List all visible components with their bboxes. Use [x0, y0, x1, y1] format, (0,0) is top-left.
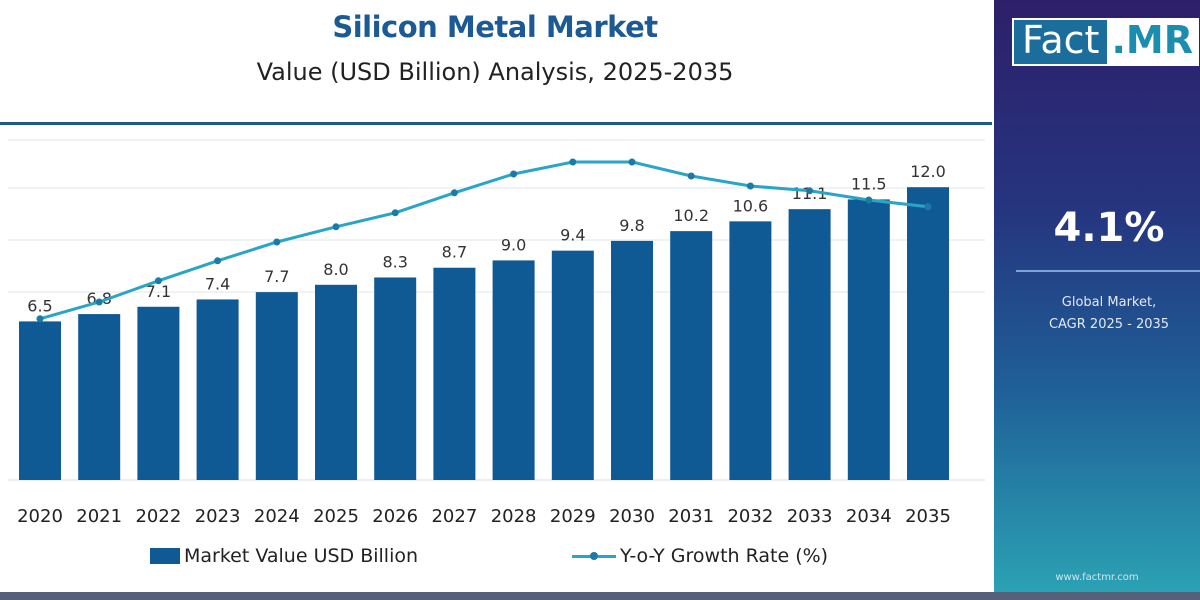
title-divider	[0, 122, 992, 125]
bar-label-2022: 7.1	[146, 282, 171, 301]
cagr-value: 4.1%	[1053, 205, 1165, 251]
bottom-border	[0, 592, 1200, 600]
x-tick-2023: 2023	[195, 506, 241, 527]
bar-label-2030: 9.8	[619, 216, 644, 235]
bar-label-2026: 8.3	[382, 252, 407, 271]
growth-point-2025	[332, 223, 340, 231]
bar-label-2034: 11.5	[851, 174, 887, 193]
growth-point-2026	[391, 209, 399, 217]
bar-label-2025: 8.0	[323, 260, 348, 279]
x-tick-2025: 2025	[313, 506, 359, 527]
bar-2021	[78, 314, 121, 480]
chart-title: Silicon Metal Market	[332, 10, 658, 44]
bar-label-2024: 7.7	[264, 267, 289, 286]
x-tick-2027: 2027	[431, 506, 477, 527]
legend-bar-label: Market Value USD Billion	[184, 545, 419, 567]
legend-bar-swatch	[150, 548, 180, 564]
x-tick-2026: 2026	[372, 506, 418, 527]
cagr-divider	[1016, 270, 1200, 272]
growth-point-2035	[924, 203, 932, 211]
x-tick-2022: 2022	[135, 506, 181, 527]
bar-label-2023: 7.4	[205, 274, 230, 293]
bar-label-2035: 12.0	[910, 162, 946, 181]
bar-2022	[137, 306, 180, 480]
bar-2034	[847, 199, 890, 480]
logo-right: .MR	[1111, 18, 1193, 62]
x-tick-2030: 2030	[609, 506, 655, 527]
bar-2025	[315, 284, 357, 480]
x-tick-2020: 2020	[17, 506, 63, 527]
bar-label-2031: 10.2	[673, 206, 709, 225]
bar-2030	[611, 240, 653, 480]
bar-label-2028: 9.0	[501, 235, 526, 254]
website-url: www.factmr.com	[1055, 572, 1139, 583]
cagr-label-line2: CAGR 2025 - 2035	[1048, 317, 1170, 332]
bar-2032	[729, 221, 772, 481]
bar-2035	[907, 187, 949, 480]
bar-2031	[670, 231, 713, 480]
legend-item-line: Y-o-Y Growth Rate (%)	[572, 545, 828, 567]
bar-2023	[196, 299, 239, 480]
growth-point-2031	[687, 172, 695, 180]
bar-2020	[19, 321, 61, 480]
bar-label-2027: 8.7	[442, 243, 467, 262]
x-tick-2029: 2029	[550, 506, 596, 527]
bar-2027	[433, 267, 476, 480]
growth-point-2027	[450, 189, 458, 197]
cagr-panel	[994, 0, 1200, 596]
bar-2028	[492, 260, 535, 480]
x-tick-2028: 2028	[491, 506, 537, 527]
legend-line-label: Y-o-Y Growth Rate (%)	[620, 545, 829, 567]
legend-line-swatch	[572, 551, 616, 560]
growth-point-2022	[154, 277, 162, 285]
chart-plot: 6.520206.820217.120227.420237.720248.020…	[8, 139, 985, 527]
growth-point-2021	[95, 298, 103, 306]
bar-2029	[551, 250, 594, 480]
x-tick-2021: 2021	[76, 506, 122, 527]
growth-point-2028	[510, 170, 518, 178]
chart-subtitle: Value (USD Billion) Analysis, 2025-2035	[256, 58, 734, 86]
growth-rate-line	[39, 160, 929, 321]
x-tick-2024: 2024	[254, 506, 300, 527]
x-tick-2033: 2033	[787, 506, 833, 527]
growth-point-2032	[746, 182, 754, 190]
legend-item-bar: Market Value USD Billion	[150, 545, 418, 567]
bar-label-2032: 10.6	[733, 196, 769, 215]
growth-point-2024	[273, 238, 281, 246]
x-tick-2031: 2031	[668, 506, 714, 527]
bar-2026	[374, 277, 417, 480]
cagr-label: Global Market, CAGR 2025 - 2035	[994, 292, 1200, 336]
growth-point-2023	[214, 257, 222, 265]
bar-label-2020: 6.5	[27, 296, 52, 315]
logo-left: Fact	[1014, 20, 1108, 64]
bar-2024	[255, 292, 298, 480]
growth-point-2033	[806, 187, 814, 195]
x-tick-2032: 2032	[727, 506, 773, 527]
cagr-label-line1: Global Market,	[1061, 295, 1157, 310]
x-tick-2034: 2034	[846, 506, 892, 527]
growth-point-2020	[36, 315, 44, 323]
growth-point-2034	[865, 196, 873, 204]
factmr-logo: Fact .MR	[1012, 18, 1199, 66]
bar-label-2029: 9.4	[560, 226, 585, 245]
growth-point-2029	[569, 158, 577, 166]
x-tick-2035: 2035	[905, 506, 951, 527]
bar-2033	[788, 209, 831, 480]
growth-point-2030	[628, 158, 636, 166]
